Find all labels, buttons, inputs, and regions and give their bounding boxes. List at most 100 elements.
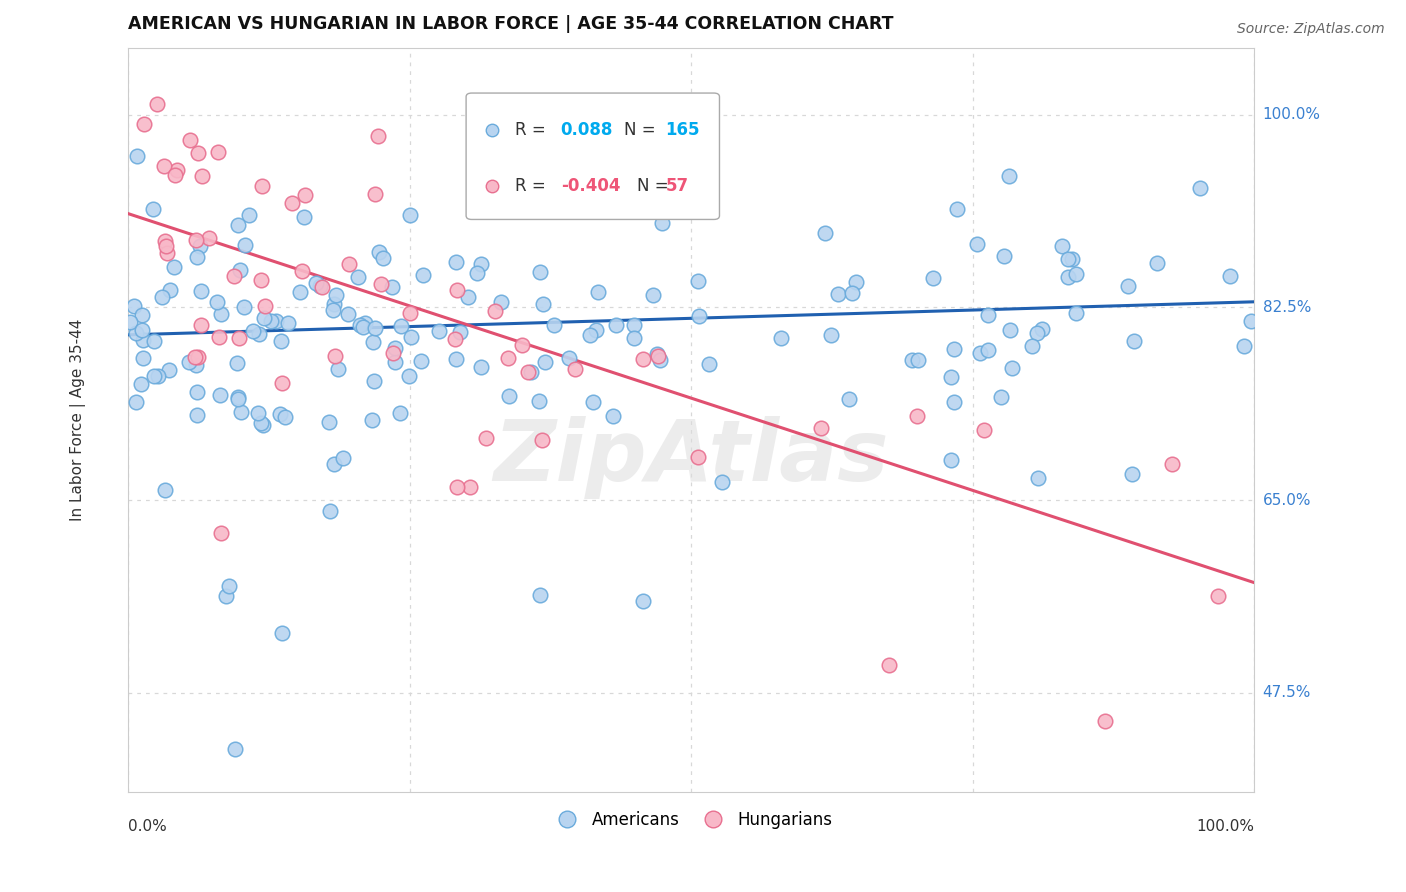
Point bbox=[318, 415, 340, 429]
Point bbox=[337, 307, 360, 321]
Point bbox=[993, 250, 1015, 264]
Point bbox=[132, 351, 155, 366]
Text: -0.404: -0.404 bbox=[561, 177, 620, 195]
Point bbox=[253, 310, 276, 325]
Point bbox=[242, 324, 264, 338]
Point bbox=[905, 409, 928, 424]
Point bbox=[157, 363, 180, 377]
Point bbox=[177, 355, 200, 369]
Point bbox=[207, 145, 229, 160]
Point bbox=[465, 266, 488, 280]
Text: Source: ZipAtlas.com: Source: ZipAtlas.com bbox=[1237, 22, 1385, 37]
Point bbox=[586, 285, 609, 299]
Point bbox=[131, 308, 153, 322]
Point bbox=[264, 314, 287, 328]
Point bbox=[277, 316, 299, 330]
Point bbox=[827, 287, 849, 301]
Point bbox=[651, 216, 673, 230]
Point bbox=[977, 308, 1000, 322]
Point bbox=[631, 352, 654, 367]
Point bbox=[190, 285, 212, 299]
Point bbox=[519, 365, 541, 379]
Point bbox=[131, 323, 153, 337]
Point bbox=[472, 153, 495, 168]
Point bbox=[496, 351, 519, 365]
Point bbox=[475, 431, 498, 445]
Point bbox=[353, 316, 375, 330]
Point bbox=[564, 361, 586, 376]
Point bbox=[191, 169, 214, 183]
Point bbox=[186, 358, 208, 372]
Point bbox=[187, 351, 209, 365]
Point bbox=[349, 318, 371, 332]
Point bbox=[1056, 270, 1078, 285]
Point bbox=[1050, 239, 1073, 253]
Point bbox=[841, 285, 863, 300]
Point bbox=[647, 349, 669, 363]
Point bbox=[529, 394, 551, 409]
Point bbox=[1026, 326, 1049, 340]
Point bbox=[159, 283, 181, 297]
Text: ZipAtlas: ZipAtlas bbox=[494, 416, 889, 499]
Point bbox=[470, 359, 492, 374]
Point bbox=[368, 245, 391, 260]
Point bbox=[143, 334, 166, 348]
Point bbox=[186, 250, 208, 264]
Point bbox=[384, 355, 406, 369]
Point bbox=[291, 264, 314, 278]
Point bbox=[304, 277, 326, 291]
Point bbox=[444, 332, 467, 346]
Point bbox=[446, 480, 468, 494]
Point bbox=[1060, 252, 1083, 266]
Point bbox=[247, 327, 270, 342]
Point bbox=[458, 480, 481, 494]
Text: 0.088: 0.088 bbox=[561, 121, 613, 139]
Point bbox=[582, 394, 605, 409]
Point bbox=[517, 365, 540, 379]
Point bbox=[155, 234, 177, 248]
Point bbox=[186, 385, 208, 400]
Point bbox=[163, 260, 186, 275]
Point bbox=[247, 406, 270, 420]
Point bbox=[1240, 314, 1263, 328]
Point bbox=[145, 96, 167, 111]
Point bbox=[977, 343, 1000, 357]
Point bbox=[311, 280, 333, 294]
Point bbox=[183, 350, 205, 364]
Point bbox=[361, 412, 384, 426]
Point bbox=[165, 168, 187, 182]
Point bbox=[253, 299, 276, 313]
Point bbox=[229, 263, 252, 277]
Point bbox=[398, 369, 420, 384]
Point bbox=[226, 390, 249, 404]
Point bbox=[688, 309, 710, 323]
Point bbox=[389, 406, 412, 420]
Point bbox=[384, 341, 406, 355]
Text: 47.5%: 47.5% bbox=[1263, 685, 1310, 700]
Point bbox=[631, 593, 654, 607]
Point bbox=[697, 357, 720, 371]
Point bbox=[364, 187, 387, 202]
Point bbox=[155, 483, 177, 497]
Point bbox=[1219, 268, 1241, 283]
Point bbox=[229, 405, 252, 419]
Point bbox=[844, 275, 866, 289]
Point bbox=[449, 325, 471, 339]
Point bbox=[224, 742, 246, 756]
Point bbox=[1189, 181, 1212, 195]
Point bbox=[623, 331, 645, 345]
Point bbox=[530, 434, 553, 448]
Point bbox=[252, 418, 274, 433]
Point bbox=[188, 239, 211, 253]
Point bbox=[322, 303, 344, 318]
Point bbox=[132, 333, 155, 347]
Point bbox=[179, 133, 201, 147]
Point bbox=[543, 318, 565, 332]
Point bbox=[250, 179, 273, 194]
Point bbox=[647, 346, 669, 360]
Point bbox=[990, 390, 1012, 404]
Point bbox=[489, 294, 512, 309]
Point bbox=[294, 187, 316, 202]
Point bbox=[529, 264, 551, 278]
Point bbox=[226, 392, 249, 406]
